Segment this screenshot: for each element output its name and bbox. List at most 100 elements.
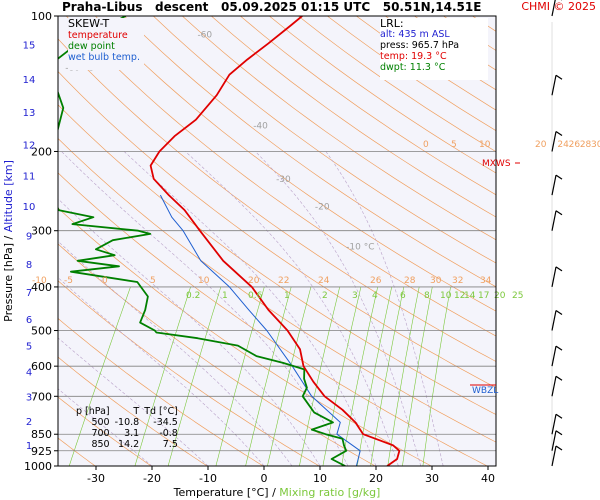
mixing-ratio-label: 25	[512, 291, 523, 301]
mixing-ratio-label: 6	[400, 291, 406, 301]
parameter-table-cell: -10.8	[114, 417, 140, 428]
lrl-line: dwpt: 11.3 °C	[380, 62, 446, 73]
pressure-tick-label: 300	[31, 225, 52, 238]
wind-barb	[551, 210, 557, 231]
parameter-table-row: 500 -10.8 -34.5	[76, 417, 183, 428]
pressure-tick-label: 600	[31, 360, 52, 373]
legend-title: SKEW-T	[68, 17, 110, 30]
mixing-ratio-label: 0.2	[186, 291, 200, 301]
legend-items: temperature dew point wet bulb temp.	[68, 30, 144, 63]
x-tick-label: 10	[313, 472, 327, 485]
dry-adiabat	[58, 38, 496, 362]
wind-barb	[551, 0, 556, 17]
ascent-mode: descent	[155, 0, 209, 14]
wbzl-label: WBZL	[472, 386, 498, 396]
dry-adiabat	[58, 71, 496, 389]
x-axis-label: Temperature [°C] / Mixing ratio [g/kg]	[173, 486, 381, 499]
wind-barb-flag	[555, 130, 563, 136]
dry-adiabat	[501, 16, 600, 466]
legend-item: dew point	[68, 41, 115, 52]
altitude-tick-label: 6	[26, 315, 32, 326]
y-axis-label-altitude: Altitude [km]	[2, 160, 15, 232]
y-axis-label-pressure: Pressure [hPa]	[2, 243, 15, 322]
dry-adiabat	[95, 16, 496, 312]
wind-barb	[551, 445, 557, 467]
parameter-table-cell: 7.5	[162, 439, 178, 450]
parameter-table-cell: 3.1	[124, 428, 140, 439]
wind-barb	[551, 75, 557, 96]
wind-barb	[551, 346, 557, 367]
moist-adiabat-label: 5	[451, 140, 457, 150]
parameter-table-cell: 14.2	[118, 439, 140, 450]
mixing-ratio-label: 12	[454, 291, 465, 301]
wind-barb	[551, 376, 557, 397]
pressure-tick-label: 500	[31, 325, 52, 338]
moist-adiabat-label: 30	[430, 276, 442, 286]
moist-adiabat-label: 5	[150, 276, 156, 286]
dry-adiabat-label: -60	[197, 31, 212, 41]
mixing-ratio-label: 4	[372, 291, 378, 301]
altitude-tick-label: 1	[26, 441, 32, 452]
moist-adiabat-label: -5	[64, 276, 73, 286]
mixing-ratio-label: 1	[222, 291, 228, 301]
lrl-title: LRL:	[380, 17, 404, 30]
pressure-tick-label: 200	[31, 145, 52, 158]
x-axis-label-separator: /	[269, 486, 280, 499]
mixing-ratio-label: 10	[440, 291, 452, 301]
mixing-ratio-label: 17	[478, 291, 489, 301]
parameter-table-cell: 850	[91, 439, 110, 450]
wind-barb-flag	[555, 430, 563, 436]
moist-adiabat-label: 28	[580, 140, 592, 150]
x-tick-label: -10	[199, 472, 217, 485]
station-name: Praha-Libus	[62, 0, 143, 14]
parameter-table-cell: 500	[91, 417, 110, 428]
parameter-table-cell: 700	[91, 428, 110, 439]
dry-adiabat	[211, 16, 496, 218]
dry-adiabat-label: -20	[315, 202, 330, 212]
plot-area	[58, 16, 496, 466]
x-tick-label: -20	[143, 472, 161, 485]
wind-barb-flag	[555, 413, 563, 419]
moist-adiabat-label: 26	[569, 140, 581, 150]
wind-barb	[551, 131, 557, 152]
wind-barb-flag	[555, 174, 563, 180]
parameter-table-grid: p [hPa] T Td [°C] 500 -10.8 -34.5 700 3.1 -0.8 8…	[76, 406, 183, 450]
wind-barb	[551, 310, 557, 331]
parameter-table-body: 500 -10.8 -34.5 700 3.1 -0.8 850 14.2 7.5	[76, 417, 183, 450]
mixing-ratio-label: 3	[352, 291, 358, 301]
moist-adiabat-label: 32	[452, 276, 463, 286]
pressure-tick-label: 850	[31, 428, 52, 441]
moist-adiabat-label: 34	[480, 276, 492, 286]
mixing-ratio-label: 20	[494, 291, 506, 301]
chart-legend: SKEW-T temperature dew point wet bulb temp…	[68, 18, 144, 70]
wind-barb	[551, 174, 557, 196]
pressure-tick-label: 925	[31, 445, 52, 458]
altitude-tick-label: 9	[26, 232, 32, 243]
wind-barb-flag	[555, 74, 563, 80]
y-axis-label: Pressure [hPa] / Altitude [km]	[2, 160, 15, 322]
moist-adiabat-label: -10	[32, 276, 47, 286]
moist-adiabat-label: 0	[423, 140, 429, 150]
x-tick-label: 40	[481, 472, 495, 485]
parameter-table-cell: -0.8	[159, 428, 178, 439]
altitude-tick-label: 15	[23, 40, 36, 51]
parameter-table-row: 700 3.1 -0.8	[76, 428, 183, 439]
y-axis-label-separator: /	[2, 232, 15, 243]
altitude-tick-label: 8	[26, 260, 32, 271]
mixing-ratio-label: 0.6	[248, 291, 263, 301]
moist-adiabat-label: 28	[404, 276, 416, 286]
dry-adiabat-label: -30	[276, 175, 291, 185]
moist-adiabat-label: 10	[479, 140, 491, 150]
wind-barb	[551, 266, 557, 288]
moist-adiabat-label: 20	[248, 276, 260, 286]
x-tick-label: 20	[369, 472, 383, 485]
pressure-tick-label: 400	[31, 281, 52, 294]
mixing-ratio-label: 2	[322, 291, 328, 301]
moist-adiabat	[255, 151, 422, 466]
wind-barb	[551, 430, 557, 451]
wind-barb-flag	[555, 266, 563, 272]
altitude-tick-label: 12	[23, 140, 36, 151]
x-axis-label-temperature: Temperature [°C]	[173, 486, 269, 499]
